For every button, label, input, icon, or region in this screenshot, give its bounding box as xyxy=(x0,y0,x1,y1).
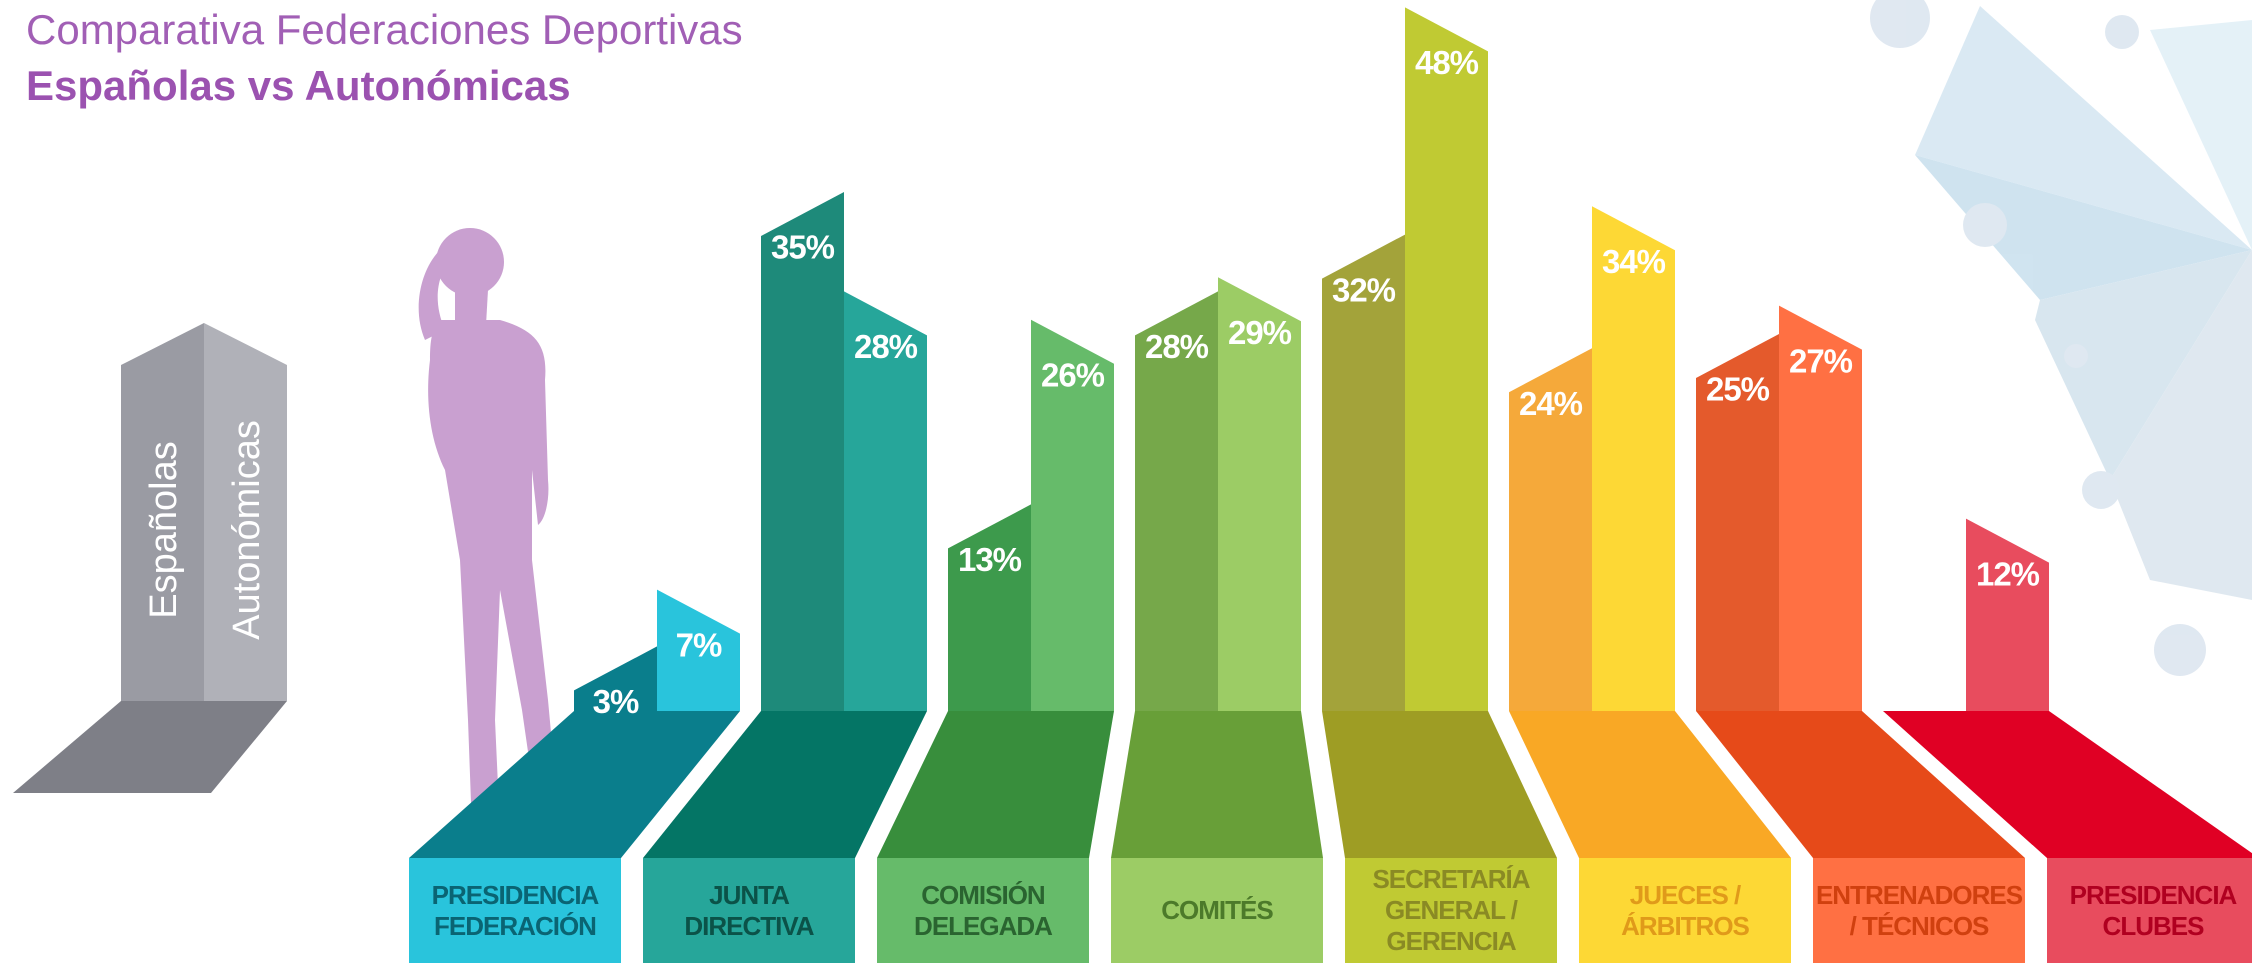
bar xyxy=(1966,518,2049,711)
floor xyxy=(877,711,1114,858)
floor xyxy=(1111,711,1323,858)
category-label: SECRETARÍA GENERAL / GERENCIA xyxy=(1372,864,1530,956)
category-box xyxy=(2047,858,2252,963)
bars: 3% 7% 35% 28% 13% 26% 28% 29% 32% 48% 24% 34% 25% 27%… xyxy=(409,7,2252,963)
category-box xyxy=(1111,858,1323,963)
bar xyxy=(1696,334,1779,711)
bar xyxy=(1405,7,1488,711)
value-label: 32% xyxy=(1332,271,1396,308)
category-label: JUNTA DIRECTIVA xyxy=(684,879,814,941)
floor xyxy=(1883,711,2252,858)
value-label: 28% xyxy=(1145,328,1209,365)
floor xyxy=(409,711,740,858)
category-box xyxy=(1345,858,1557,963)
category-label: ENTRENADORES / TÉCNICOS xyxy=(1815,879,2023,941)
legend-label: Españolas xyxy=(143,441,185,618)
category-box xyxy=(1579,858,1791,963)
category-box xyxy=(877,858,1089,963)
chart-subtitle: Españolas vs Autonómicas xyxy=(26,62,571,109)
value-label: 13% xyxy=(958,541,1022,578)
category-label: JUECES / ÁRBITROS xyxy=(1621,879,1750,941)
value-label: 35% xyxy=(771,229,835,266)
category-box xyxy=(1813,858,2025,963)
background-decoration xyxy=(1870,0,2252,676)
value-label: 12% xyxy=(1976,555,2040,592)
category-label: COMITÉS xyxy=(1161,895,1273,925)
value-label: 34% xyxy=(1602,243,1666,280)
category-label: PRESIDENCIA CLUBES xyxy=(2069,879,2238,941)
bar xyxy=(1592,206,1675,711)
legend: Españolas Autonómicas xyxy=(13,323,287,793)
category-box xyxy=(643,858,855,963)
bar xyxy=(574,646,657,711)
legend-swatch xyxy=(204,323,287,701)
bar xyxy=(844,291,927,711)
floor xyxy=(1322,711,1557,858)
category-box xyxy=(409,858,621,963)
chart-title: Comparativa Federaciones Deportivas xyxy=(26,6,743,53)
legend-floor xyxy=(13,701,287,793)
bar xyxy=(1135,291,1218,711)
bar xyxy=(1031,319,1114,711)
category-label: COMISIÓN DELEGADA xyxy=(914,879,1053,941)
bar xyxy=(948,504,1031,711)
value-label: 28% xyxy=(854,328,918,365)
bar xyxy=(1218,277,1301,711)
value-label: 24% xyxy=(1519,385,1583,422)
floor xyxy=(1509,711,1791,858)
value-label: 29% xyxy=(1228,314,1292,351)
value-label: 25% xyxy=(1706,371,1770,408)
bar xyxy=(657,589,740,711)
bar xyxy=(1509,348,1592,711)
value-label: 48% xyxy=(1415,44,1479,81)
bar xyxy=(1779,305,1862,711)
floor xyxy=(1696,711,2025,858)
value-label: 3% xyxy=(593,683,639,720)
floor xyxy=(643,711,927,858)
legend-swatch xyxy=(121,323,204,701)
woman-silhouette xyxy=(418,228,561,845)
value-label: 27% xyxy=(1789,342,1853,379)
category-label: PRESIDENCIA FEDERACIÓN xyxy=(431,879,600,941)
legend-label: Autonómicas xyxy=(226,420,268,640)
bar xyxy=(1322,234,1405,711)
value-label: 26% xyxy=(1041,357,1105,394)
value-label: 7% xyxy=(676,626,722,663)
bar xyxy=(761,192,844,711)
